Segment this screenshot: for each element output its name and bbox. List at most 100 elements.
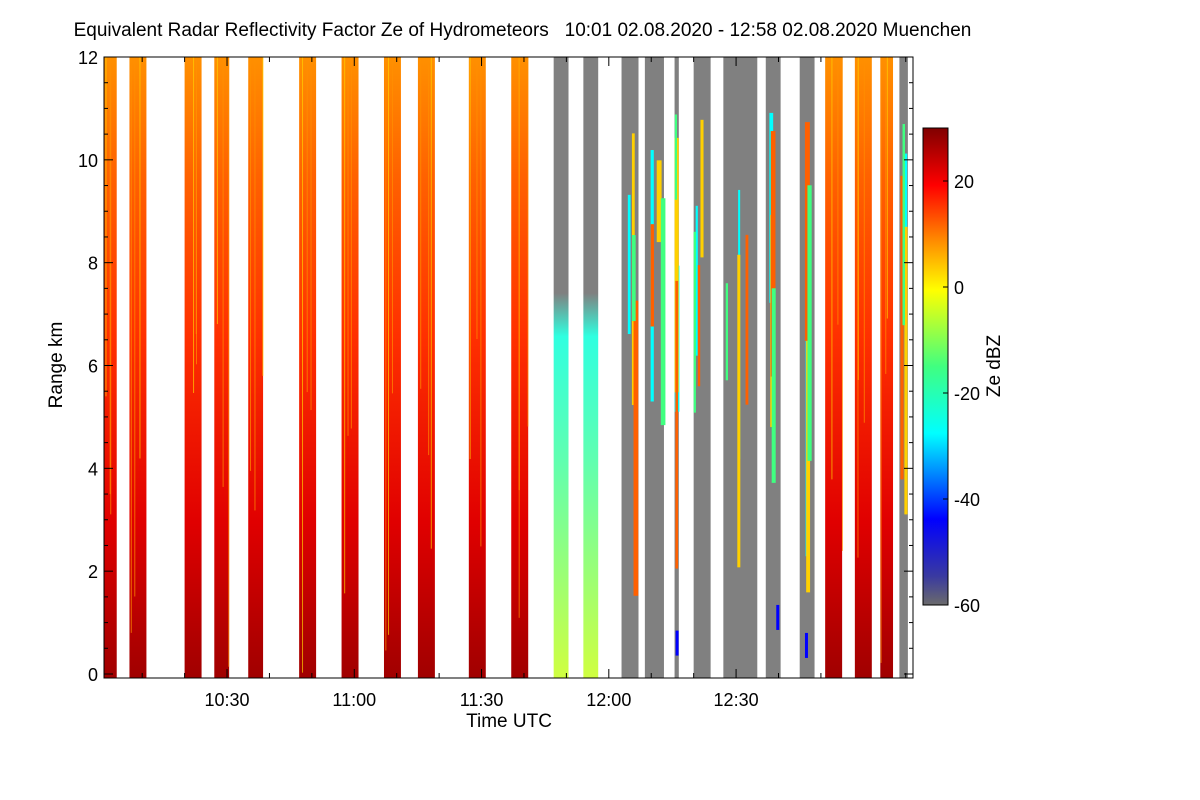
profile-echo	[468, 57, 486, 678]
radar-profile	[129, 57, 147, 678]
x-axis-title: Time UTC	[466, 711, 552, 732]
radar-profile	[468, 57, 486, 678]
profile-streak	[109, 57, 111, 495]
profile-streak	[745, 234, 749, 405]
y-axis-title: Range km	[46, 322, 67, 409]
profile-background	[899, 57, 908, 678]
profile-echo	[129, 57, 147, 678]
profile-echo	[248, 57, 264, 678]
profile-streak	[228, 57, 230, 667]
radar-profile	[644, 57, 666, 678]
profile-streak	[420, 57, 422, 389]
radar-profile	[341, 57, 359, 678]
x-tick-label: 11:30	[460, 690, 504, 710]
radar-profile	[880, 57, 894, 678]
profile-echo	[341, 57, 359, 678]
profile-streak	[675, 630, 679, 656]
x-tick-label: 10:30	[204, 690, 249, 710]
profile-echo	[825, 57, 843, 678]
profile-streak	[674, 114, 678, 200]
colorbar-tick-label: -40	[954, 490, 980, 510]
profile-streak	[650, 224, 654, 327]
profile-streak	[633, 300, 639, 596]
profile-streak	[222, 57, 224, 487]
profile-streak	[430, 57, 432, 549]
radar-profile	[184, 57, 202, 678]
radar-profile	[248, 57, 264, 678]
colorbar-tick-label: 20	[954, 172, 974, 192]
profile-streak	[807, 185, 812, 461]
profile-streak	[302, 57, 304, 673]
profile-streak	[130, 57, 132, 633]
profile-streak	[254, 57, 256, 511]
profile-streak	[196, 57, 198, 365]
plot-frame	[103, 56, 914, 679]
x-tick-label: 11:00	[332, 690, 376, 710]
profile-streak	[110, 57, 112, 515]
profile-streak	[771, 288, 776, 483]
profile-echo	[417, 57, 435, 678]
colorbar-tick-label: 0	[954, 278, 964, 298]
profile-streak	[841, 57, 843, 551]
profile-echo	[854, 57, 872, 678]
radar-profile	[621, 57, 639, 678]
colorbar-tick-label: -20	[954, 384, 980, 404]
profile-streak	[527, 57, 529, 427]
profile-streak	[900, 175, 904, 480]
radar-profile	[511, 57, 529, 678]
profile-streak	[770, 131, 776, 377]
profile-streak	[831, 57, 833, 480]
profile-streak	[134, 57, 136, 597]
profile-streak	[660, 198, 666, 426]
radar-profile	[553, 57, 569, 678]
profile-streak	[631, 235, 636, 322]
radar-profile	[417, 57, 435, 678]
profile-streak	[737, 254, 741, 568]
profile-streak	[391, 57, 393, 394]
profile-streak	[388, 57, 390, 635]
profile-streak	[700, 119, 704, 258]
profile-streak	[857, 57, 859, 380]
profile-streak	[656, 160, 662, 243]
y-tick-label: 2	[88, 562, 98, 582]
profile-echo	[880, 57, 894, 678]
profile-streak	[886, 57, 888, 319]
colorbar-tick-label: -60	[954, 596, 980, 616]
colorbar-title: Ze dBZ	[984, 334, 1005, 397]
profile-echo	[583, 57, 599, 678]
profile-streak	[674, 137, 679, 393]
profile-streak	[216, 57, 218, 325]
radar-profile	[723, 57, 758, 678]
profile-streak	[518, 57, 520, 618]
profile-streak	[776, 604, 780, 630]
radar-profile	[693, 57, 711, 678]
profile-streak	[904, 226, 908, 515]
profile-streak	[310, 57, 312, 411]
y-tick-label: 8	[88, 254, 98, 274]
chart-title: Equivalent Radar Reflectivity Factor Ze …	[73, 20, 972, 41]
profile-streak	[139, 57, 141, 459]
radar-profile	[854, 57, 872, 678]
profile-echo	[553, 57, 569, 678]
profile-streak	[804, 632, 808, 658]
profile-streak	[695, 205, 698, 356]
x-tick-label: 12:30	[714, 690, 759, 710]
y-tick-label: 6	[88, 357, 98, 377]
colorbar	[922, 127, 949, 606]
profile-streak	[863, 57, 865, 423]
profile-streak	[469, 57, 471, 460]
profile-echo	[214, 57, 230, 678]
radar-profile	[765, 57, 781, 678]
profile-streak	[693, 231, 696, 413]
profile-background	[693, 57, 711, 678]
profile-streak	[697, 265, 701, 387]
y-tick-label: 10	[78, 151, 98, 171]
radar-profile	[825, 57, 843, 678]
profile-streak	[675, 280, 679, 569]
radar-profile	[899, 57, 908, 678]
radar-profile	[583, 57, 599, 678]
radar-profile	[799, 57, 815, 678]
profile-streak	[804, 122, 810, 341]
y-tick-label: 0	[88, 665, 98, 685]
